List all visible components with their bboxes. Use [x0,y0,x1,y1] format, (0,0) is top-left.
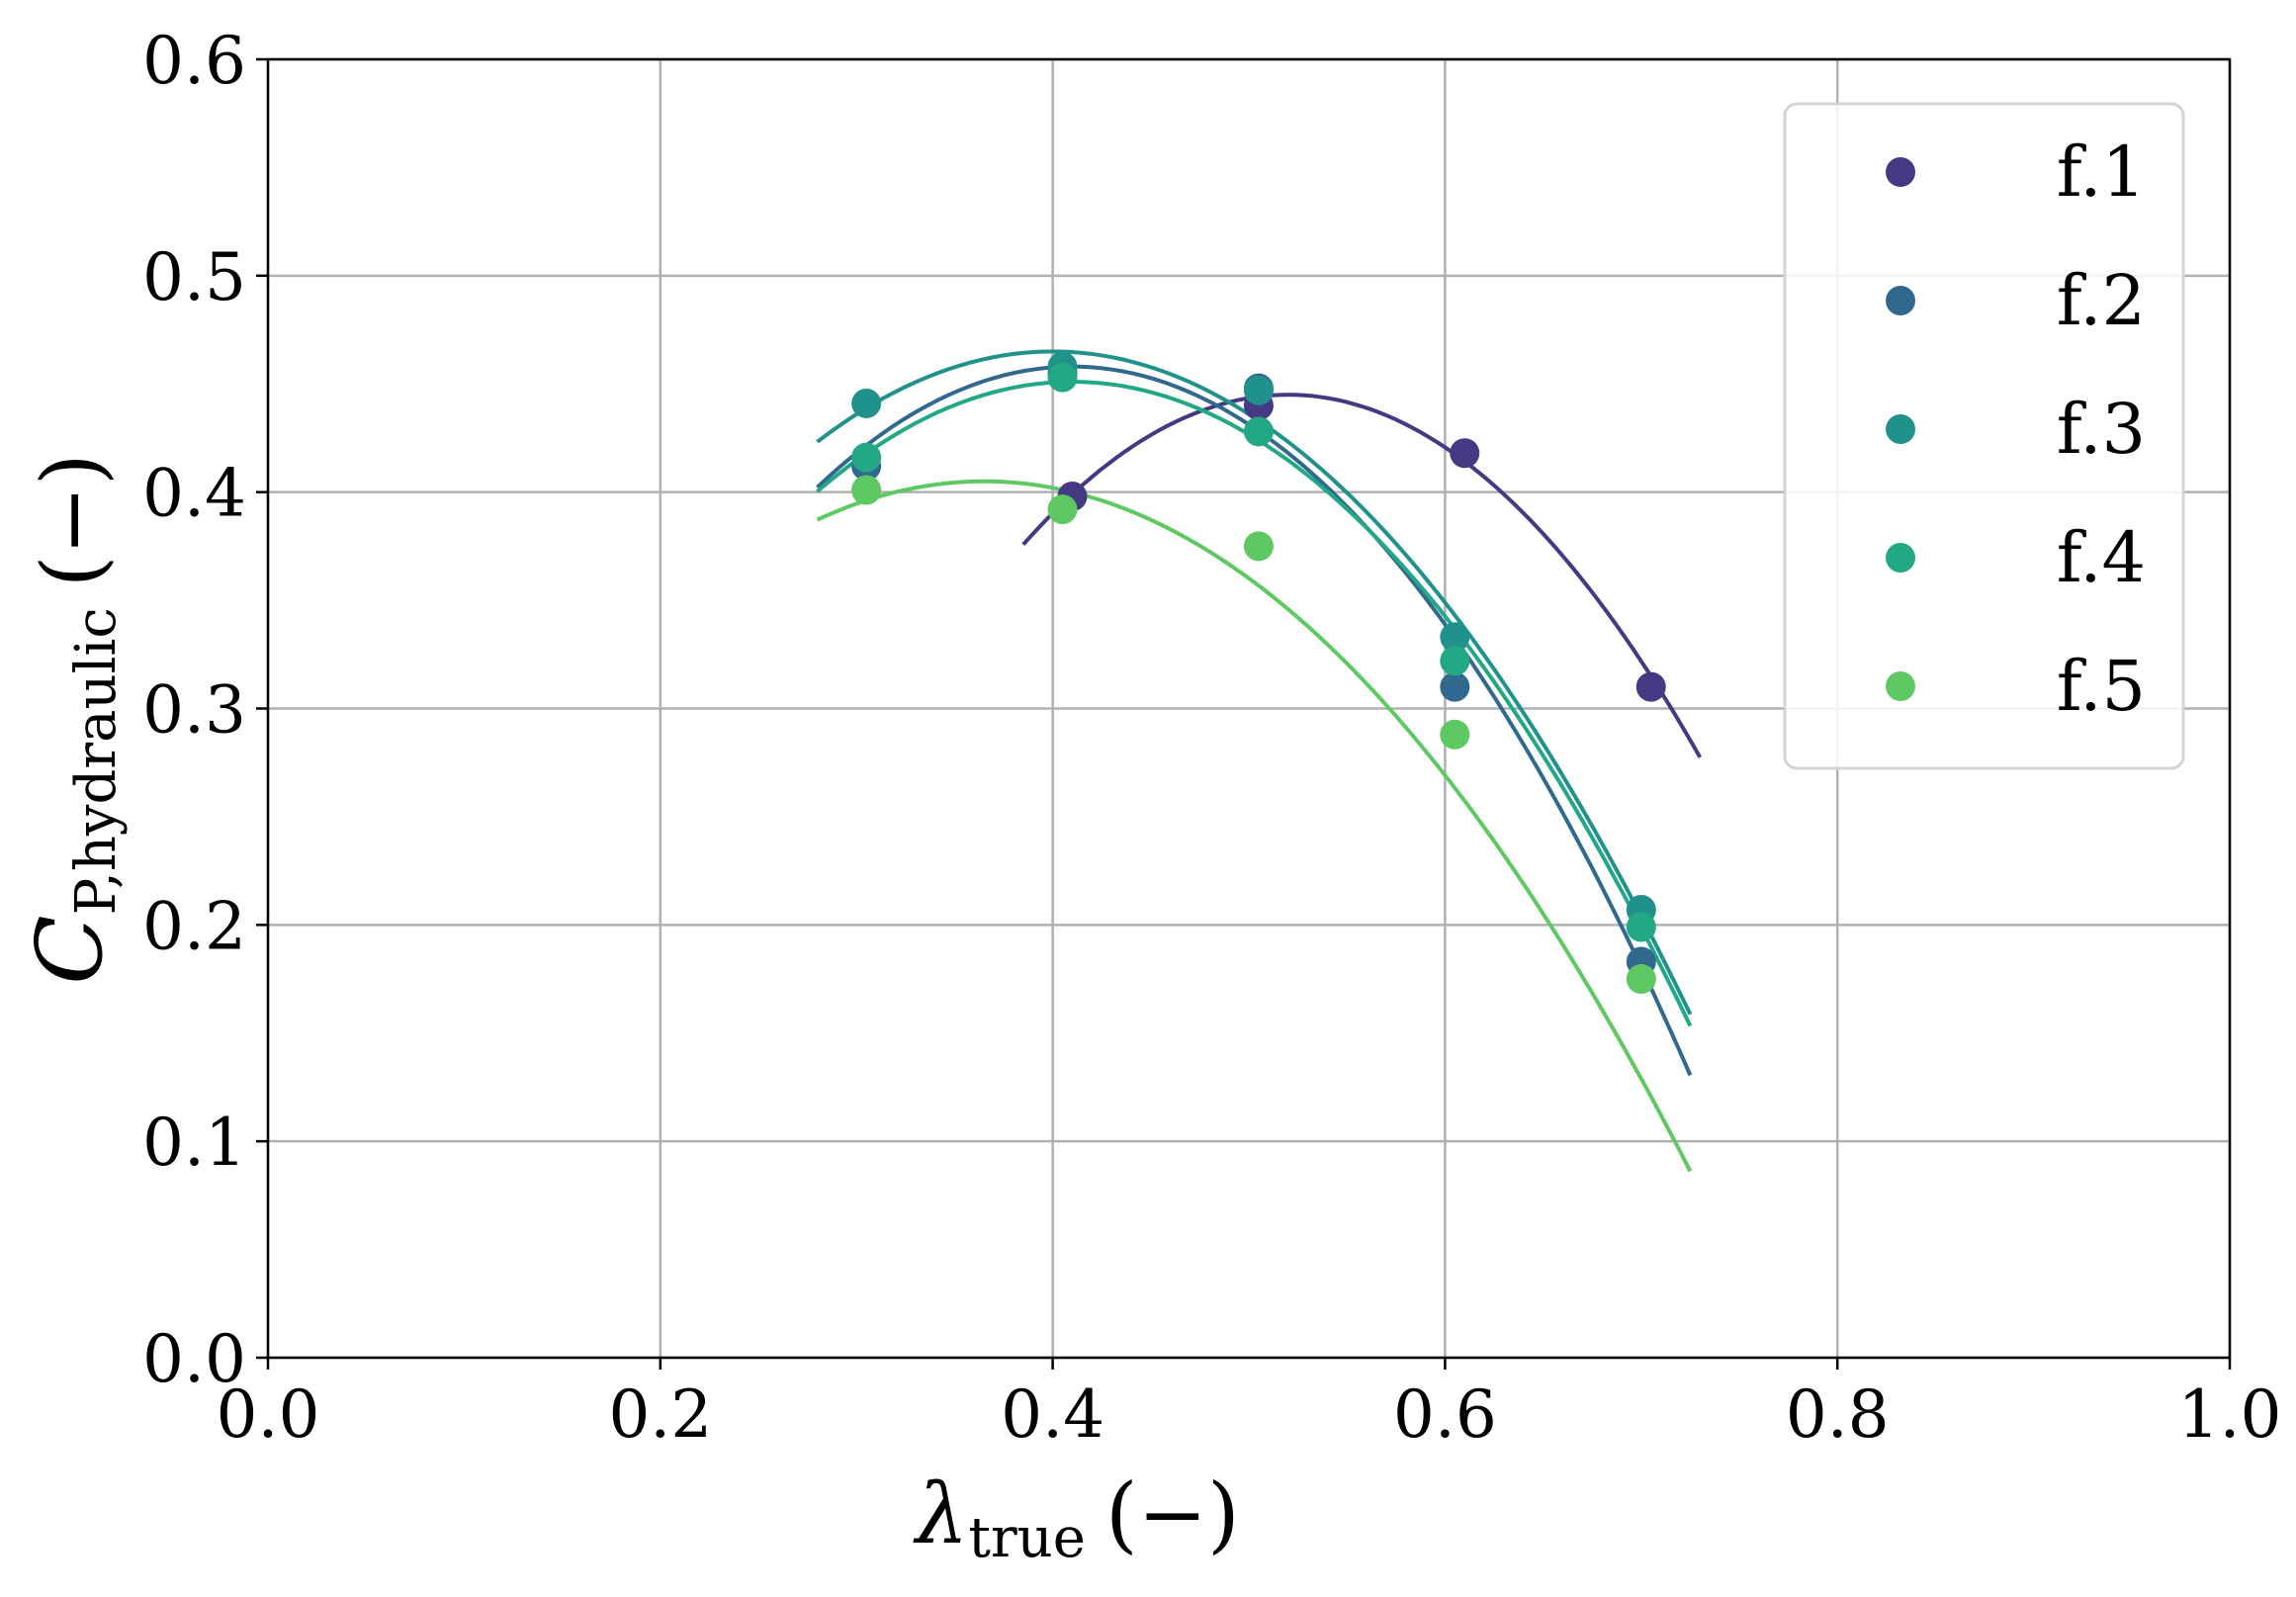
data-point-f.5 [1047,494,1078,525]
x-axis-label-unit: (−) [1105,1465,1240,1562]
data-point-f.5 [1440,719,1470,750]
x-axis-label: λtrue (−) [913,1465,1240,1570]
legend-label-f.5: f.5 [2057,646,2146,727]
y-axis-ticks: 0.0 0.1 0.2 0.3 0.4 0.5 0.6 [142,23,268,1397]
legend-marker-f.5 [1886,671,1915,701]
data-point-f.5 [1243,531,1274,562]
y-axis-label-unit: (−) [24,453,121,587]
data-point-f.3 [1440,622,1470,653]
data-point-f.4 [851,442,882,473]
legend-marker-f.3 [1886,414,1915,444]
fit-curve-f.1 [1021,393,1703,758]
y-tick-label: 0.1 [142,1105,246,1181]
data-point-f.3 [851,388,882,418]
legend-marker-f.4 [1886,543,1915,573]
y-tick-label: 0.4 [142,456,246,532]
data-point-f.4 [1047,362,1078,393]
legend-label-f.4: f.4 [2057,517,2146,598]
x-tick-label: 0.8 [1786,1376,1890,1453]
legend-marker-f.2 [1886,286,1915,315]
legend-label-f.2: f.2 [2057,260,2146,341]
y-tick-label: 0.6 [142,23,246,99]
legend-label-f.1: f.1 [2057,132,2146,213]
data-point-f.4 [1626,912,1656,942]
data-point-f.5 [851,475,882,505]
legend-frame [1783,102,2185,770]
legend-marker-f.1 [1886,157,1915,187]
legend-label-f.3: f.3 [2057,389,2146,470]
data-point-f.4 [1440,646,1470,676]
legend: f.1 f.2 f.3 f.4 f.5 [1783,102,2185,770]
data-point-f.2 [1440,671,1470,702]
y-tick-label: 0.0 [142,1321,246,1397]
x-axis-label-main: λ [913,1465,968,1562]
data-point-f.4 [1243,416,1274,447]
x-tick-label: 0.6 [1393,1376,1497,1453]
x-tick-label: 1.0 [2178,1376,2282,1453]
x-tick-label: 0.2 [608,1376,712,1453]
data-points [851,351,1666,995]
y-axis-label: CP,hydraulic (−) [17,453,129,984]
x-axis-label-sub: true [968,1506,1085,1570]
data-point-f.5 [1626,964,1656,995]
fit-curve-f.5 [816,479,1693,1173]
x-tick-label: 0.0 [217,1376,320,1453]
data-point-f.1 [1450,438,1480,469]
x-tick-label: 0.4 [1001,1376,1104,1453]
y-axis-label-main: C [17,915,123,984]
y-tick-label: 0.5 [142,239,246,315]
data-point-f.3 [1243,375,1274,405]
y-tick-label: 0.2 [142,888,246,964]
data-point-f.1 [1635,671,1666,702]
x-axis-ticks: 0.0 0.2 0.4 0.6 0.8 1.0 [217,1358,2282,1453]
y-tick-label: 0.3 [142,672,246,749]
y-axis-label-sub: P,hydraulic [64,607,129,915]
